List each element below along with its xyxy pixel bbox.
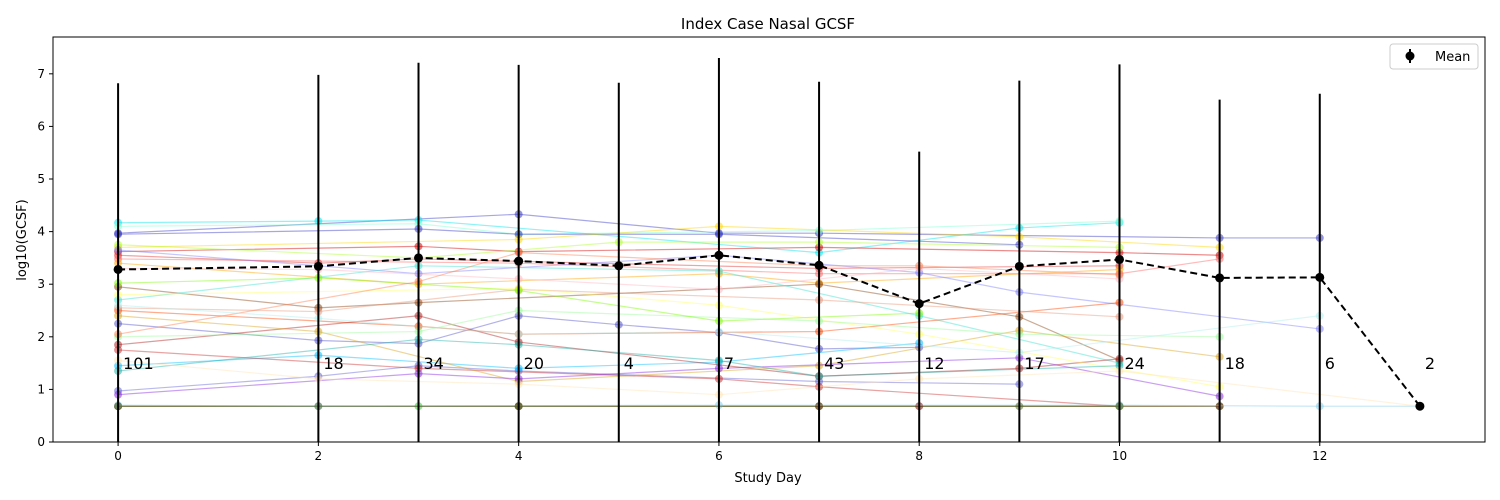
subject-line-18: [118, 315, 1120, 377]
chart-title: Index Case Nasal GCSF: [681, 15, 855, 33]
x-axis-label: Study Day: [734, 471, 802, 486]
count-label-0: 101: [123, 354, 154, 373]
subject-line-30: [117, 252, 1120, 335]
subject-line-11: [118, 315, 920, 350]
subject-line-0: [118, 213, 1320, 239]
y-tick-label-2: 2: [37, 330, 45, 344]
mean-point-6: [814, 260, 824, 270]
count-label-3: 20: [524, 354, 544, 373]
mean-point-2: [414, 253, 424, 263]
legend: Mean: [1389, 43, 1479, 70]
mean-point-0: [113, 264, 123, 274]
x-tick-label-4: 8: [915, 449, 923, 463]
mean-point-8: [1014, 261, 1024, 271]
subject-line-22: [118, 309, 1220, 338]
x-tick-label-3: 6: [715, 449, 723, 463]
x-tick-label-1: 2: [315, 449, 323, 463]
plot-frame: [52, 36, 1486, 443]
count-label-4: 4: [624, 354, 634, 373]
mean-point-7: [914, 299, 924, 309]
y-tick-label-6: 6: [37, 119, 45, 133]
count-label-12: 2: [1425, 354, 1435, 373]
mean-point-3: [514, 256, 524, 266]
y-tick-label-5: 5: [37, 172, 45, 186]
y-axis-label: log10(GCSF): [15, 199, 30, 280]
subject-line-12: [118, 365, 1020, 392]
mean-point-10: [1215, 273, 1225, 283]
x-tick-label-2: 4: [515, 449, 523, 463]
subject-line-4: [118, 245, 1220, 256]
x-tick-label-0: 0: [114, 449, 122, 463]
mean-point-5: [714, 250, 724, 260]
y-tick-label-0: 0: [37, 435, 45, 449]
mean-point-12: [1415, 401, 1425, 411]
mean-point-1: [313, 261, 323, 271]
mean-point-11: [1315, 272, 1325, 282]
count-label-8: 17: [1024, 354, 1044, 373]
x-tick-label-6: 12: [1312, 449, 1327, 463]
subject-series-30: [114, 248, 1124, 339]
count-label-1: 18: [323, 354, 343, 373]
x-tick-label-5: 10: [1112, 449, 1127, 463]
count-label-11: 6: [1325, 354, 1335, 373]
y-tick-label-4: 4: [37, 225, 45, 239]
count-label-6: 43: [824, 354, 844, 373]
count-label-10: 18: [1225, 354, 1245, 373]
count-label-5: 7: [724, 354, 734, 373]
y-tick-label-1: 1: [37, 382, 45, 396]
subject-line-20: [118, 315, 1220, 383]
count-label-7: 12: [924, 354, 944, 373]
legend-mean-label: Mean: [1435, 50, 1470, 65]
plot-area: 101 18 34 20 4 7 43 12 17 24 18 6 2: [113, 58, 1435, 442]
subject-series-18: [114, 311, 1124, 381]
count-label-2: 34: [424, 354, 444, 373]
legend-mean-marker-icon: [1405, 51, 1415, 61]
legend-box: [1389, 43, 1479, 70]
y-tick-label-3: 3: [37, 277, 45, 291]
count-label-9: 24: [1124, 354, 1144, 373]
mean-point-9: [1114, 254, 1124, 264]
mean-point-4: [614, 261, 624, 271]
mean-series: 101 18 34 20 4 7 43 12 17 24 18 6 2: [113, 58, 1435, 442]
y-tick-label-7: 7: [37, 67, 45, 81]
